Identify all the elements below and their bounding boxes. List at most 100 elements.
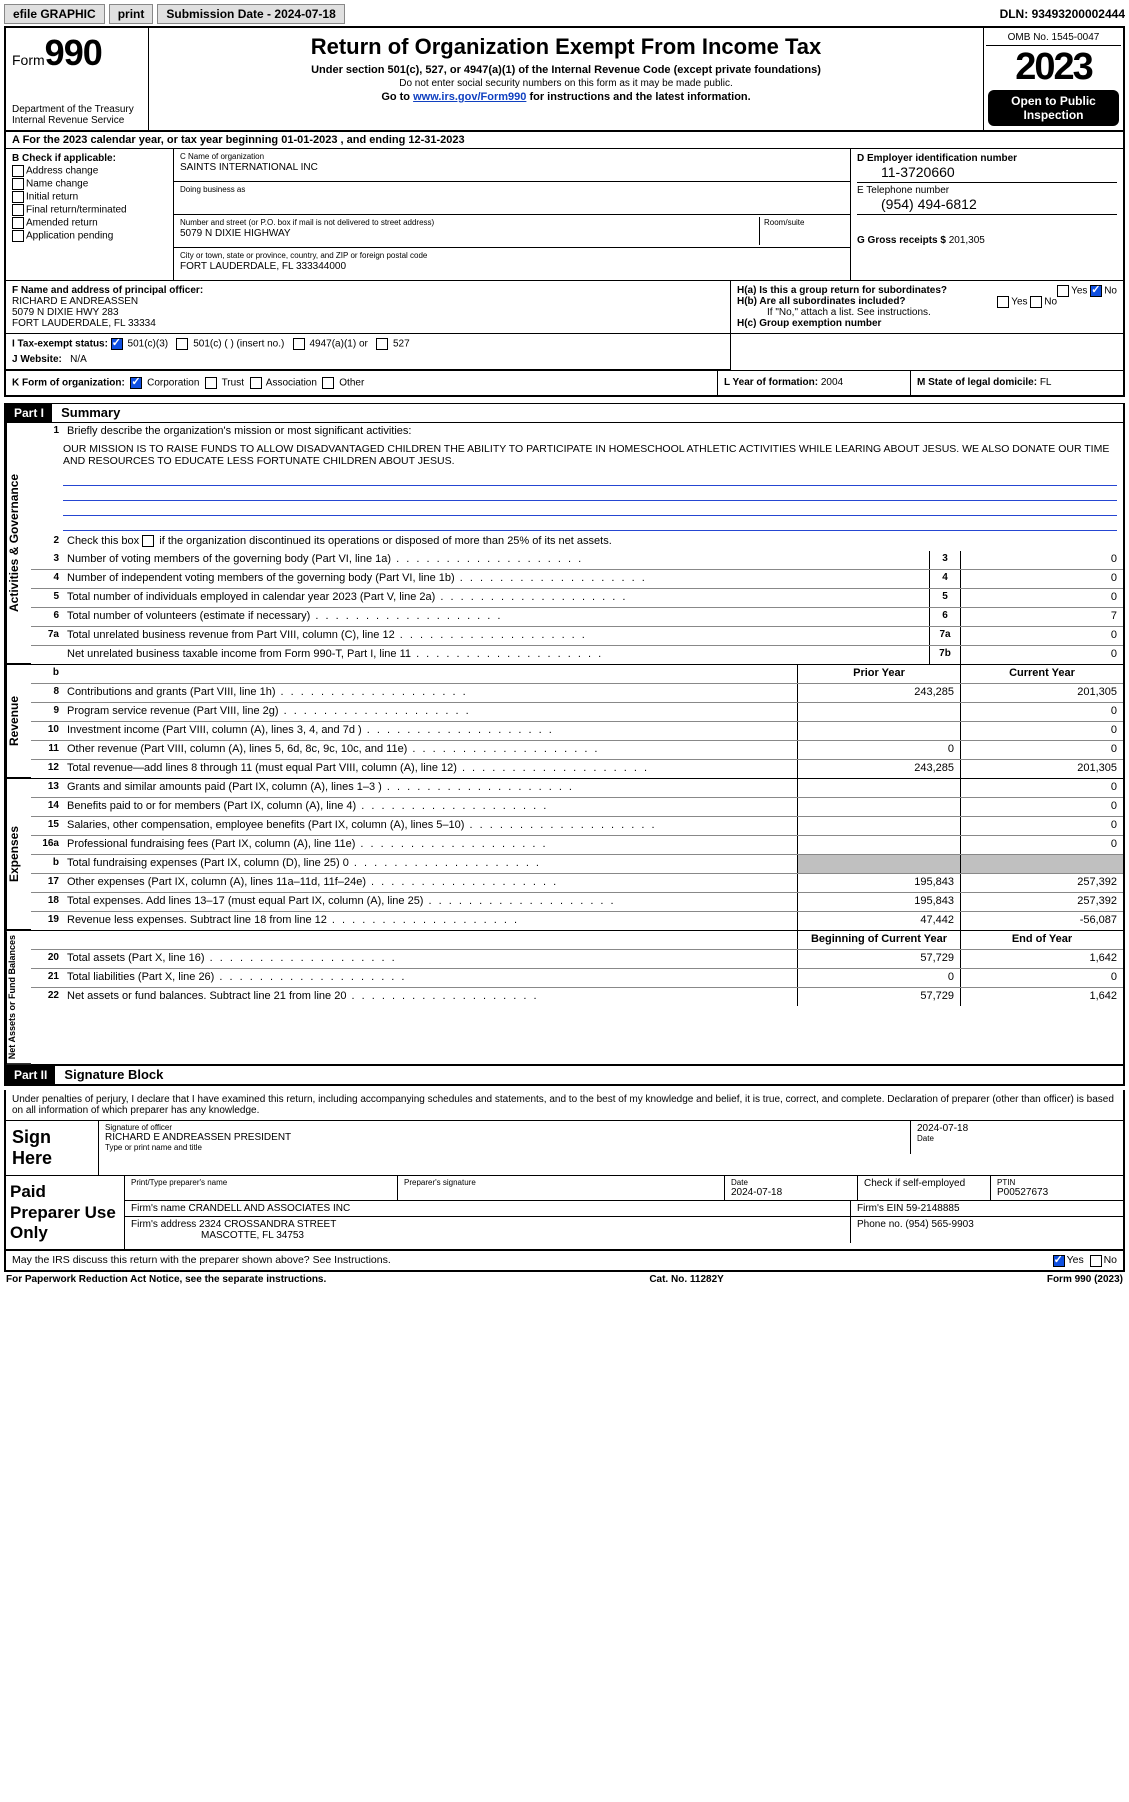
irs-label: Internal Revenue Service: [12, 115, 142, 126]
tel-label: E Telephone number: [857, 185, 949, 196]
subtitle-1: Under section 501(c), 527, or 4947(a)(1)…: [155, 64, 977, 76]
year-formation: 2004: [821, 377, 843, 388]
ptin-value: P00527673: [997, 1187, 1048, 1198]
footer-left: For Paperwork Reduction Act Notice, see …: [6, 1274, 326, 1285]
line-b: bTotal fundraising expenses (Part IX, co…: [31, 854, 1123, 873]
efile-button[interactable]: efile GRAPHIC: [4, 4, 105, 24]
tax-527[interactable]: [376, 338, 388, 350]
line-18: 18Total expenses. Add lines 13–17 (must …: [31, 892, 1123, 911]
instructions-link[interactable]: www.irs.gov/Form990: [413, 91, 526, 103]
line-16a: 16aProfessional fundraising fees (Part I…: [31, 835, 1123, 854]
line-20: 20Total assets (Part X, line 16)57,7291,…: [31, 949, 1123, 968]
subtitle-2: Do not enter social security numbers on …: [155, 78, 977, 89]
footer-right: Form 990 (2023): [1047, 1274, 1123, 1285]
sign-here-label: Sign Here: [6, 1121, 99, 1175]
open-public-badge: Open to Public Inspection: [988, 90, 1119, 126]
tax-501c3[interactable]: [111, 338, 123, 350]
form-trust[interactable]: [205, 377, 217, 389]
omb-number: OMB No. 1545-0047: [986, 30, 1121, 46]
dln-label: DLN: 93493200002444: [1000, 7, 1125, 21]
line-21: 21Total liabilities (Part X, line 26)00: [31, 968, 1123, 987]
org-name-label: C Name of organization: [180, 152, 264, 161]
tax-4947[interactable]: [293, 338, 305, 350]
check-address-change[interactable]: [12, 165, 24, 177]
check-application-pending[interactable]: [12, 230, 24, 242]
form-assoc[interactable]: [250, 377, 262, 389]
col-curr-hdr: Current Year: [960, 665, 1123, 683]
hc-label: H(c) Group exemption number: [737, 318, 881, 329]
line-6: 6Total number of volunteers (estimate if…: [31, 607, 1123, 626]
hb-note: If "No," attach a list. See instructions…: [737, 307, 1117, 318]
self-employed-check: Check if self-employed: [864, 1178, 965, 1189]
vtab-netassets: Net Assets or Fund Balances: [6, 931, 31, 1064]
top-toolbar: efile GRAPHIC print Submission Date - 20…: [4, 4, 1125, 24]
line-5: 5Total number of individuals employed in…: [31, 588, 1123, 607]
q2-label: Check this box if the organization disco…: [63, 533, 1123, 551]
submission-date-button[interactable]: Submission Date - 2024-07-18: [157, 4, 344, 24]
dba-label: Doing business as: [180, 185, 245, 194]
line-13: 13Grants and similar amounts paid (Part …: [31, 779, 1123, 797]
mission-text: OUR MISSION IS TO RAISE FUNDS TO ALLOW D…: [31, 441, 1123, 469]
ha-no[interactable]: [1090, 285, 1102, 297]
city-label: City or town, state or province, country…: [180, 251, 427, 260]
row-f-h: F Name and address of principal officer:…: [4, 281, 1125, 334]
part2-title: Signature Block: [58, 1067, 163, 1082]
vtab-revenue: Revenue: [6, 665, 31, 778]
form-header: Form990 Department of the Treasury Inter…: [4, 26, 1125, 132]
officer-signature: RICHARD E ANDREASSEN PRESIDENT: [105, 1132, 291, 1143]
line-22: 22Net assets or fund balances. Subtract …: [31, 987, 1123, 1006]
page-footer: For Paperwork Reduction Act Notice, see …: [4, 1272, 1125, 1287]
vtab-governance: Activities & Governance: [6, 423, 31, 664]
line-8: 8Contributions and grants (Part VIII, li…: [31, 683, 1123, 702]
line-15: 15Salaries, other compensation, employee…: [31, 816, 1123, 835]
gross-value: 201,305: [949, 235, 985, 246]
line-10: 10Investment income (Part VIII, column (…: [31, 721, 1123, 740]
part2-header: Part II: [6, 1066, 55, 1084]
entity-box: B Check if applicable: Address change Na…: [4, 149, 1125, 281]
row-i-j: I Tax-exempt status: 501(c)(3) 501(c) ( …: [4, 334, 1125, 371]
hb-label: H(b) Are all subordinates included?: [737, 296, 906, 307]
prep-date: 2024-07-18: [731, 1187, 782, 1198]
line-7a: 7aTotal unrelated business revenue from …: [31, 626, 1123, 645]
paid-preparer-label: Paid Preparer Use Only: [6, 1176, 125, 1249]
form-corp[interactable]: [130, 377, 142, 389]
discuss-no[interactable]: [1090, 1255, 1102, 1267]
hb-no[interactable]: [1030, 296, 1042, 308]
ha-label: H(a) Is this a group return for subordin…: [737, 285, 947, 296]
discuss-yes[interactable]: [1053, 1255, 1065, 1267]
col-begin-hdr: Beginning of Current Year: [797, 931, 960, 949]
signature-block: Under penalties of perjury, I declare th…: [4, 1090, 1125, 1251]
hb-yes[interactable]: [997, 296, 1009, 308]
check-name-change[interactable]: [12, 178, 24, 190]
check-amended-return[interactable]: [12, 217, 24, 229]
ha-yes[interactable]: [1057, 285, 1069, 297]
form-title: Return of Organization Exempt From Incom…: [155, 34, 977, 60]
check-discontinued[interactable]: [142, 535, 154, 547]
check-final-return[interactable]: [12, 204, 24, 216]
form-other[interactable]: [322, 377, 334, 389]
ein-label: D Employer identification number: [857, 153, 1017, 164]
officer-name: RICHARD E ANDREASSEN: [12, 296, 138, 307]
line-9: 9Program service revenue (Part VIII, lin…: [31, 702, 1123, 721]
col-prior-hdr: Prior Year: [797, 665, 960, 683]
col-b-checkboxes: B Check if applicable: Address change Na…: [6, 149, 174, 280]
line-17: 17Other expenses (Part IX, column (A), l…: [31, 873, 1123, 892]
officer-label: F Name and address of principal officer:: [12, 285, 203, 296]
print-button[interactable]: print: [109, 4, 154, 24]
footer-mid: Cat. No. 11282Y: [649, 1274, 723, 1285]
line-19: 19Revenue less expenses. Subtract line 1…: [31, 911, 1123, 930]
gross-label: G Gross receipts $: [857, 235, 946, 246]
q1-label: Briefly describe the organization's miss…: [63, 423, 1123, 441]
form-number: Form990: [12, 32, 142, 74]
vtab-expenses: Expenses: [6, 779, 31, 930]
tax-501c[interactable]: [176, 338, 188, 350]
row-k-l-m: K Form of organization: Corporation Trus…: [4, 371, 1125, 397]
subtitle-3: Go to www.irs.gov/Form990 for instructio…: [155, 91, 977, 103]
sign-date: 2024-07-18: [917, 1123, 968, 1134]
col-end-hdr: End of Year: [960, 931, 1123, 949]
check-initial-return[interactable]: [12, 191, 24, 203]
row-a-tax-year: A For the 2023 calendar year, or tax yea…: [4, 132, 1125, 149]
part-1: Part I Summary Activities & Governance 1…: [4, 403, 1125, 1066]
state-domicile: FL: [1040, 377, 1052, 388]
dept-label: Department of the Treasury: [12, 104, 142, 115]
